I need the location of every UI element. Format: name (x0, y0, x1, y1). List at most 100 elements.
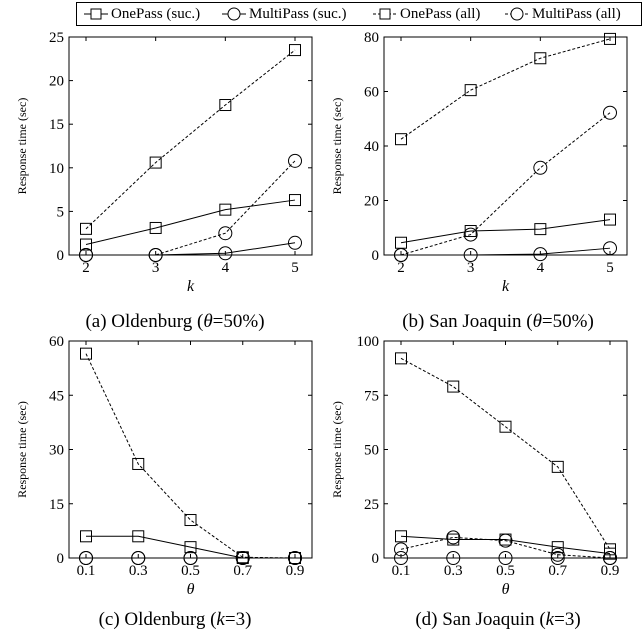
data-point-circle (463, 227, 478, 242)
series-line (400, 112, 611, 256)
data-point-circle (394, 551, 408, 565)
caption-b: (b) San Joaquin (θ=50%) (402, 311, 594, 332)
series-line (400, 38, 611, 140)
y-tick-label: 75 (364, 388, 379, 404)
y-tick-label: 5 (57, 204, 65, 220)
y-tick-label: 30 (49, 443, 64, 459)
data-point-circle (288, 235, 302, 250)
x-axis-label: θ (502, 581, 510, 598)
data-point-circle (235, 551, 250, 565)
data-point-square (447, 533, 460, 546)
data-point-circle (446, 551, 461, 565)
x-tick-label: 4 (537, 260, 545, 276)
data-point-circle (463, 248, 478, 262)
y-axis-label: Response time (sec) (330, 401, 344, 498)
y-tick-label: 60 (49, 334, 64, 350)
data-point-square (80, 238, 92, 251)
x-axis-label: k (502, 278, 510, 295)
data-point-square (219, 203, 232, 216)
series-line (400, 219, 611, 244)
y-axis-label: Response time (sec) (330, 98, 344, 195)
data-point-square (219, 99, 232, 112)
data-point-circle (183, 551, 198, 565)
y-axis-label: Response time (sec) (15, 98, 29, 195)
data-point-circle (394, 542, 408, 557)
data-point-circle (533, 160, 548, 175)
data-point-square (395, 530, 407, 543)
legend-item-multipass-suc: MultiPass (suc.) (221, 6, 347, 23)
data-point-circle (603, 551, 617, 565)
data-point-square (604, 32, 616, 45)
legend-item-multipass-all: MultiPass (all) (504, 6, 621, 23)
data-point-square (551, 460, 564, 473)
y-tick-label: 0 (57, 248, 65, 264)
data-point-circle (446, 530, 461, 545)
data-point-square (132, 530, 145, 543)
series-line (85, 49, 296, 230)
x-tick-label: 0.9 (601, 563, 620, 579)
data-point-circle (218, 226, 233, 241)
data-point-square (464, 84, 477, 97)
data-point-square (80, 530, 92, 543)
y-tick-label: 45 (49, 388, 64, 404)
legend-marker-circle-dashed-icon (505, 7, 529, 21)
data-point-circle (498, 533, 513, 548)
data-point-square (534, 223, 547, 236)
legend-marker-square-dashed-icon (373, 8, 397, 20)
y-axis-label: Response time (sec) (15, 401, 29, 498)
data-point-circle (550, 547, 565, 562)
data-point-square (289, 552, 301, 564)
data-point-square (395, 133, 407, 146)
legend-marker-circle-solid-icon (222, 7, 246, 21)
series-line (400, 535, 611, 555)
caption-a: (a) Oldenburg (θ=50%) (85, 311, 265, 332)
y-tick-label: 0 (57, 551, 65, 567)
y-tick-label: 100 (357, 334, 380, 350)
data-point-circle (79, 248, 93, 262)
y-tick-label: 40 (364, 139, 379, 155)
x-tick-label: 4 (222, 260, 230, 276)
data-point-circle (498, 551, 513, 565)
data-point-circle (603, 241, 617, 256)
x-tick-label: 0.5 (496, 563, 515, 579)
y-tick-label: 80 (364, 30, 379, 46)
legend: OnePass (suc.) MultiPass (suc.) OnePass … (76, 2, 642, 26)
data-point-square (184, 541, 197, 554)
data-point-circle (288, 153, 302, 168)
y-tick-label: 25 (364, 497, 379, 513)
x-tick-label: 2 (397, 260, 405, 276)
y-tick-label: 0 (372, 551, 380, 567)
x-tick-label: 0.3 (129, 563, 148, 579)
x-tick-label: 3 (467, 260, 475, 276)
data-point-square (132, 457, 145, 470)
legend-label: OnePass (suc.) (111, 6, 201, 22)
series-line (400, 536, 611, 559)
legend-label: MultiPass (suc.) (249, 6, 347, 22)
x-tick-label: 0.9 (286, 563, 305, 579)
y-tick-label: 20 (364, 194, 379, 210)
legend-marker-square-solid-icon (84, 8, 108, 20)
data-point-square (499, 420, 512, 433)
caption-c: (c) Oldenburg (k=3) (98, 609, 252, 630)
data-point-square (534, 52, 547, 65)
y-tick-label: 15 (49, 117, 64, 133)
data-point-circle (148, 248, 163, 262)
data-point-circle (533, 247, 548, 262)
data-point-square (604, 213, 616, 226)
series-line (400, 357, 611, 550)
series-line (85, 353, 296, 559)
y-tick-label: 60 (364, 85, 379, 101)
legend-label: OnePass (all) (400, 6, 481, 22)
data-point-circle (288, 551, 302, 565)
caption-d: (d) San Joaquin (k=3) (415, 609, 581, 630)
y-tick-label: 50 (364, 443, 379, 459)
y-tick-label: 20 (49, 74, 64, 90)
data-point-circle (218, 246, 233, 261)
series-line (401, 247, 611, 256)
y-tick-label: 25 (49, 30, 64, 46)
legend-item-onepass-suc: OnePass (suc.) (83, 6, 200, 23)
data-point-square (447, 380, 460, 393)
y-tick-label: 10 (49, 161, 64, 177)
data-point-circle (603, 105, 617, 120)
